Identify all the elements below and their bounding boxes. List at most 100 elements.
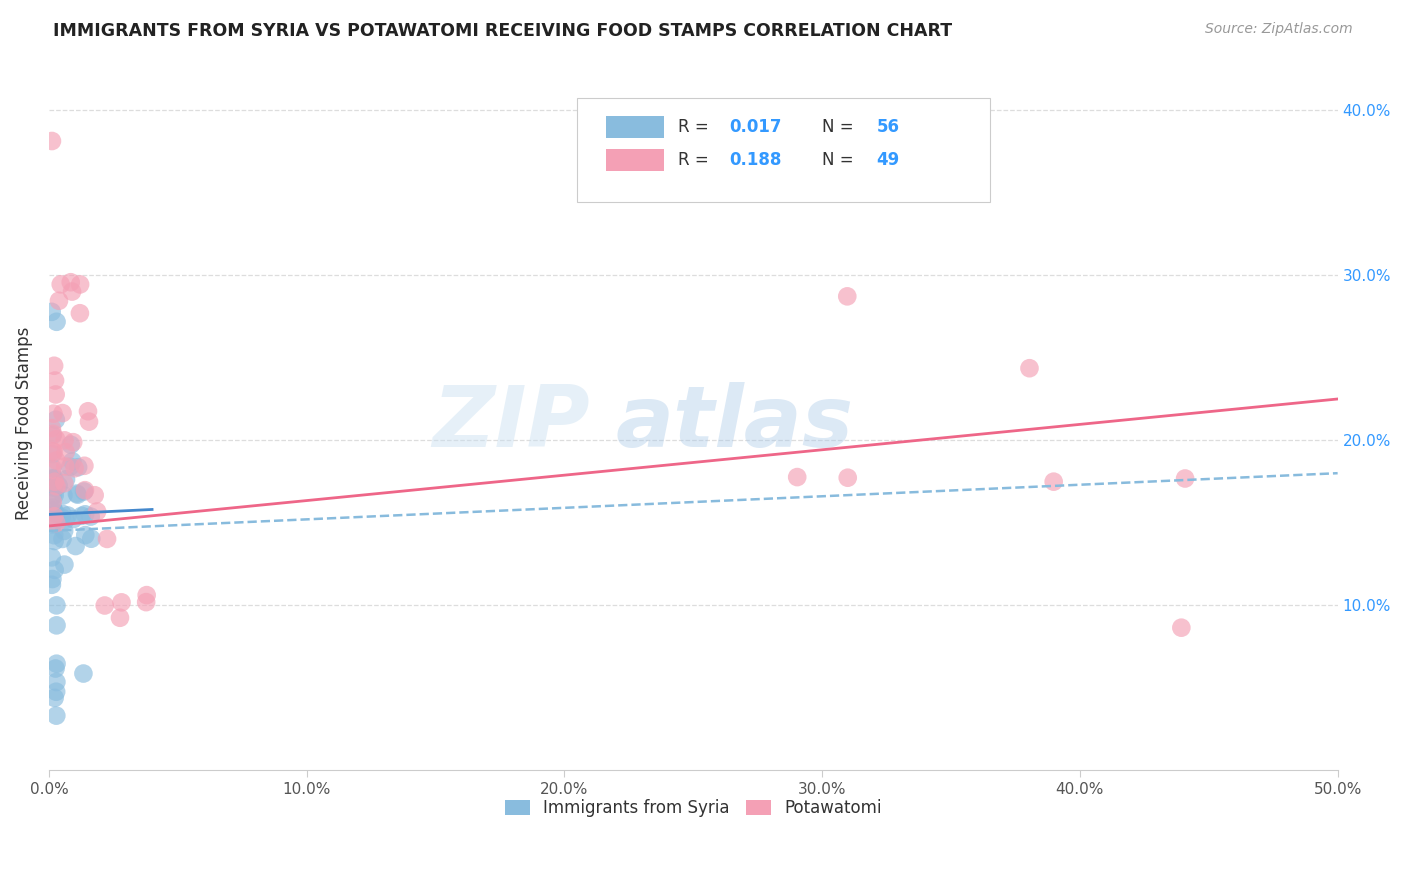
Point: [41, 421, 63, 435]
Point: [44, 509, 66, 524]
Point: [1018, 361, 1040, 376]
Point: [41, 463, 63, 477]
Point: [62, 435, 84, 450]
Point: [44, 528, 66, 542]
Point: [53, 558, 76, 572]
Point: [41, 578, 63, 592]
Point: [45, 453, 67, 467]
Point: [42, 445, 65, 459]
Point: [75, 528, 97, 542]
Point: [135, 588, 157, 602]
Text: IMMIGRANTS FROM SYRIA VS POTAWATOMI RECEIVING FOOD STAMPS CORRELATION CHART: IMMIGRANTS FROM SYRIA VS POTAWATOMI RECE…: [53, 22, 952, 40]
Point: [45, 315, 67, 329]
Point: [49, 277, 72, 292]
Point: [52, 488, 75, 502]
Point: [41, 517, 63, 532]
Point: [110, 595, 132, 609]
FancyBboxPatch shape: [606, 149, 664, 171]
Point: [42, 359, 65, 373]
Point: [786, 470, 808, 484]
Text: ZIP: ZIP: [433, 382, 591, 466]
Point: [65, 539, 87, 553]
Point: [42, 471, 65, 485]
Point: [53, 476, 76, 491]
Point: [41, 572, 63, 586]
Point: [73, 483, 96, 498]
Point: [42, 500, 65, 515]
Point: [55, 445, 77, 459]
Point: [1042, 475, 1064, 489]
Point: [73, 484, 96, 499]
Point: [69, 306, 91, 320]
FancyBboxPatch shape: [606, 116, 664, 138]
Point: [70, 508, 93, 523]
Point: [77, 415, 100, 429]
Point: [44, 374, 66, 388]
Point: [48, 478, 70, 492]
Point: [51, 510, 73, 524]
Point: [80, 509, 103, 524]
Point: [1174, 471, 1197, 485]
Point: [42, 504, 65, 518]
Legend: Immigrants from Syria, Potawatomi: Immigrants from Syria, Potawatomi: [498, 793, 889, 824]
Point: [41, 305, 63, 319]
Point: [108, 611, 131, 625]
Point: [69, 277, 91, 292]
Point: [93, 599, 115, 613]
Point: [42, 511, 65, 525]
Point: [55, 513, 77, 527]
Point: [45, 684, 67, 698]
Point: [73, 458, 96, 473]
Point: [42, 494, 65, 508]
Point: [44, 475, 66, 489]
Point: [55, 472, 77, 486]
Point: [41, 461, 63, 475]
Point: [53, 459, 76, 474]
Point: [75, 508, 97, 522]
Point: [837, 289, 859, 303]
Point: [63, 461, 86, 475]
Point: [51, 406, 73, 420]
Point: [44, 471, 66, 485]
Point: [1170, 621, 1192, 635]
Point: [59, 459, 82, 474]
FancyBboxPatch shape: [578, 98, 990, 202]
Y-axis label: Receiving Food Stamps: Receiving Food Stamps: [15, 327, 32, 520]
Point: [45, 387, 67, 401]
Point: [59, 438, 82, 452]
Point: [41, 428, 63, 442]
Point: [83, 488, 105, 502]
Point: [45, 479, 67, 493]
Point: [67, 460, 90, 475]
Point: [86, 504, 108, 518]
Text: atlas: atlas: [616, 382, 853, 466]
Text: R =: R =: [678, 151, 714, 169]
Point: [45, 618, 67, 632]
Point: [42, 481, 65, 495]
Point: [77, 404, 100, 418]
Point: [59, 275, 82, 289]
Point: [66, 488, 89, 502]
Point: [51, 507, 73, 521]
Point: [62, 512, 84, 526]
Point: [45, 412, 67, 426]
Point: [53, 434, 76, 448]
Point: [837, 471, 859, 485]
Point: [45, 599, 67, 613]
Text: R =: R =: [678, 118, 714, 136]
Point: [42, 407, 65, 421]
Point: [45, 432, 67, 446]
Point: [135, 595, 157, 609]
Text: 49: 49: [876, 151, 900, 169]
Text: 56: 56: [876, 118, 900, 136]
Point: [51, 532, 73, 546]
Text: Source: ZipAtlas.com: Source: ZipAtlas.com: [1205, 22, 1353, 37]
Point: [80, 532, 103, 546]
Point: [72, 666, 94, 681]
Point: [41, 134, 63, 148]
Point: [44, 488, 66, 502]
Point: [41, 444, 63, 458]
Point: [45, 675, 67, 690]
Point: [96, 532, 118, 546]
Point: [56, 508, 79, 523]
